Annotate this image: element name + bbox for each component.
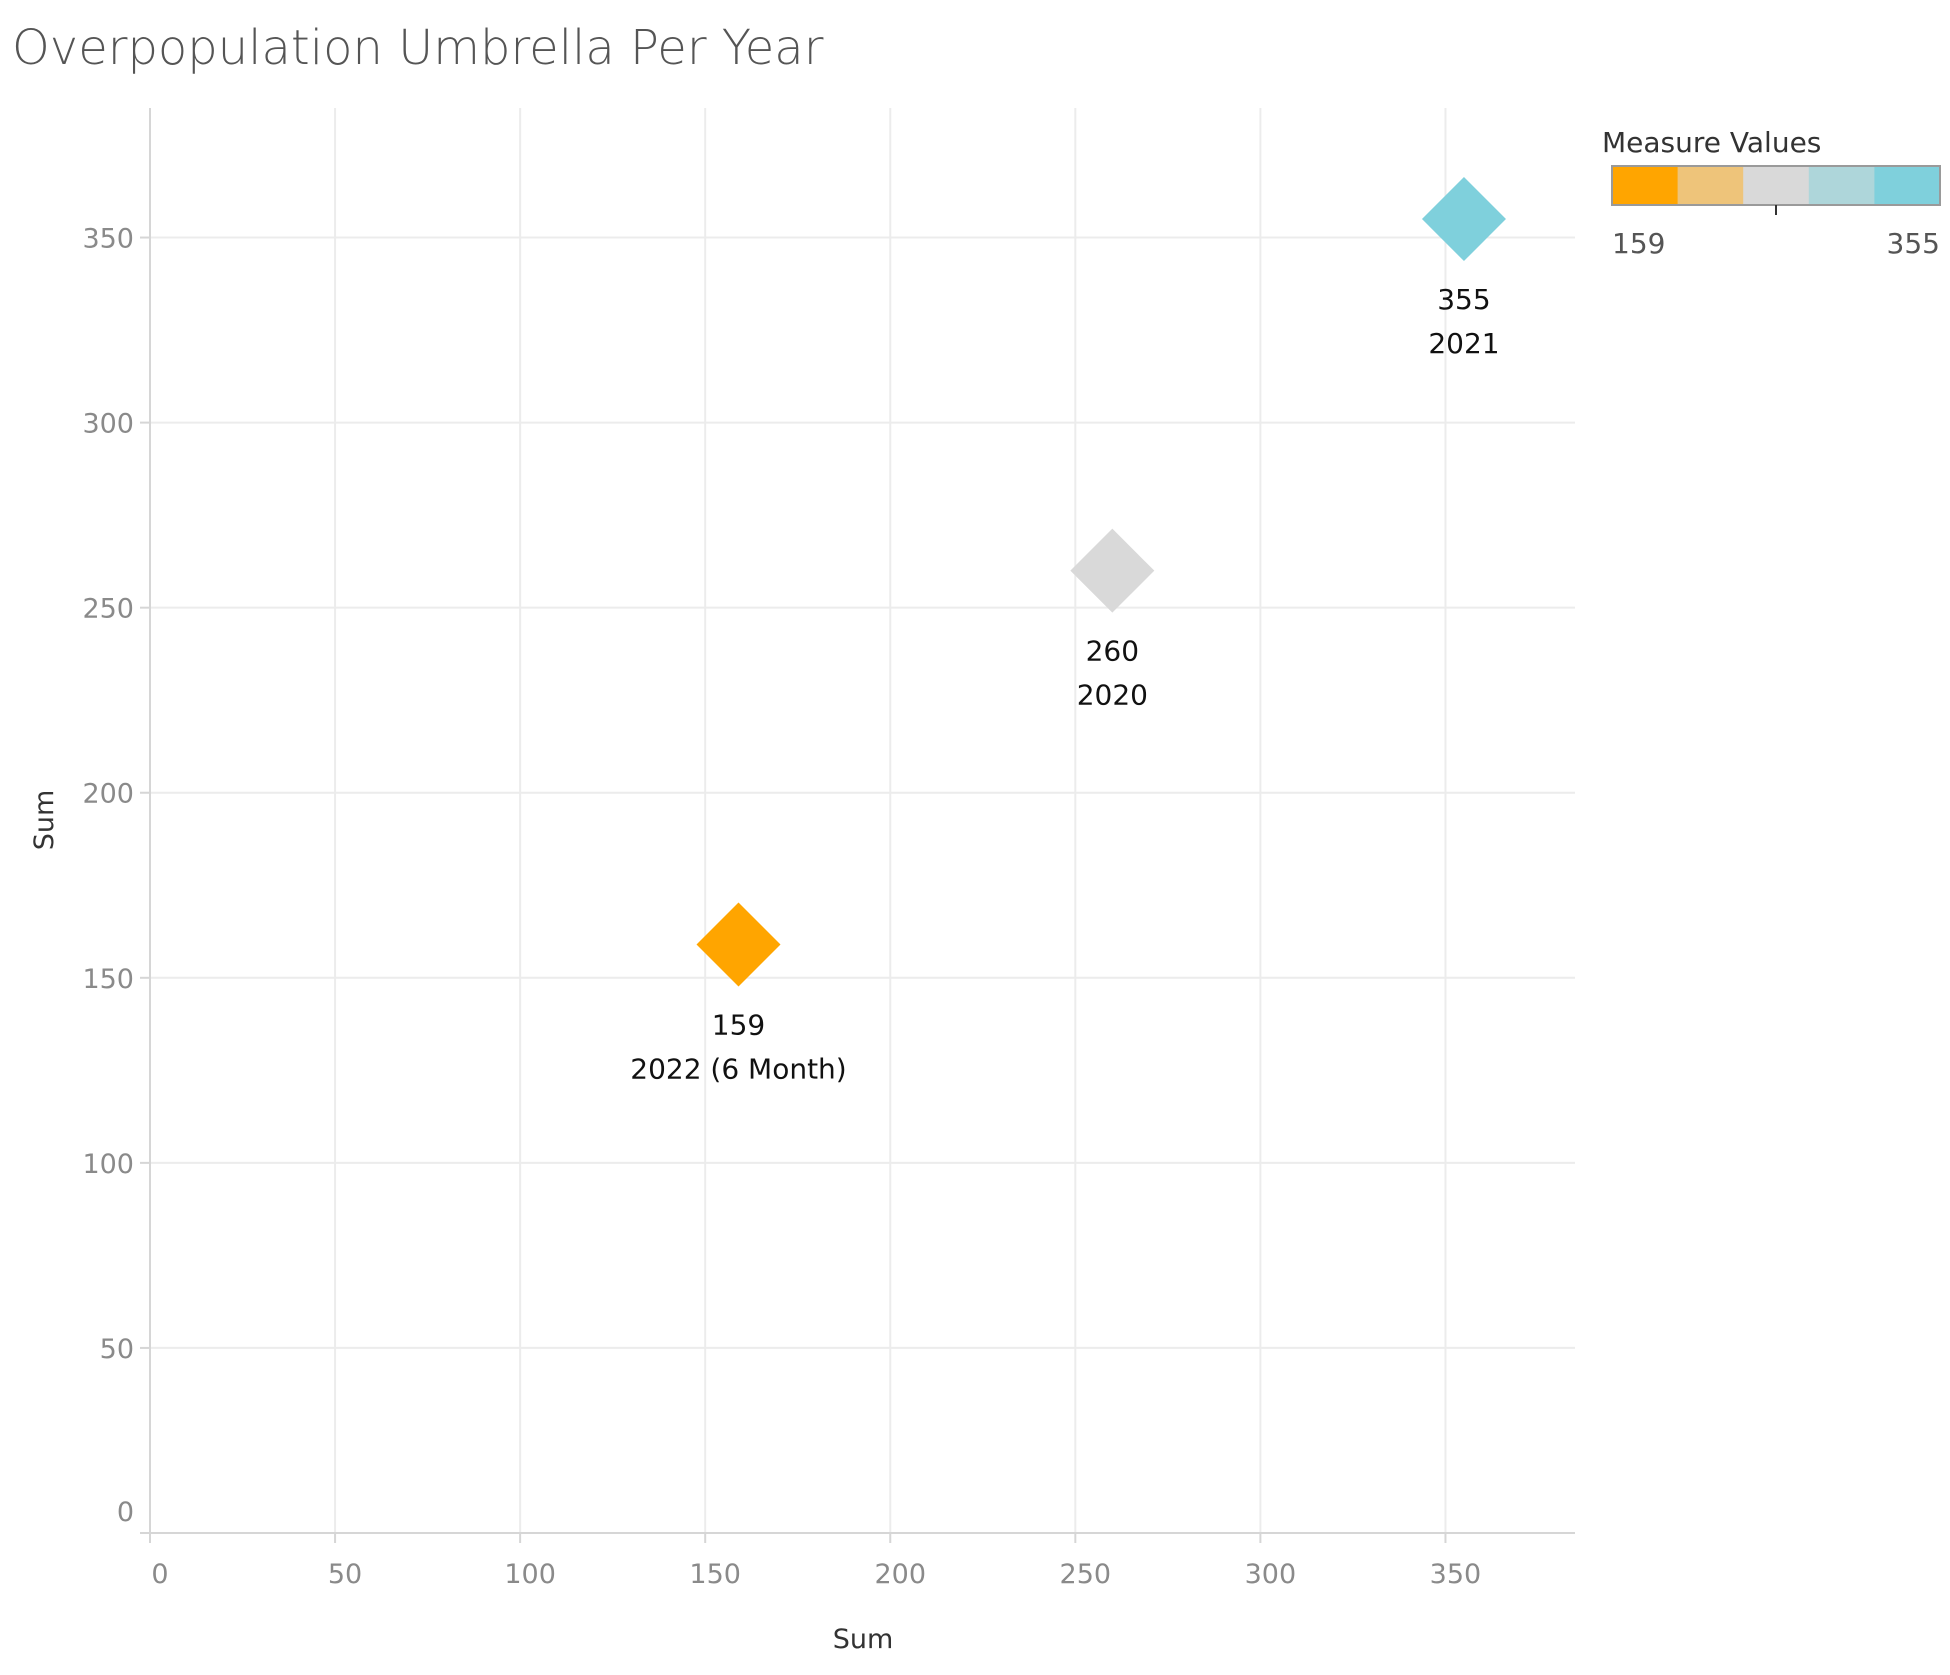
- data-label-year: 2022 (6 Month): [630, 1052, 846, 1085]
- y-tick-label: 300: [82, 409, 134, 440]
- x-tick-label: 100: [504, 1559, 556, 1590]
- x-tick-label: 300: [1245, 1559, 1297, 1590]
- chart-title: Overpopulation Umbrella Per Year: [12, 20, 824, 76]
- data-label-value: 355: [1437, 283, 1490, 316]
- grid: [149, 108, 1575, 1534]
- x-tick-label: 150: [689, 1559, 741, 1590]
- legend-color-swatch: [1743, 166, 1810, 205]
- legend-max-label: 355: [1887, 227, 1940, 260]
- x-tick-label: 0: [151, 1559, 168, 1590]
- legend-color-swatch: [1677, 166, 1744, 205]
- axes: 0 50 100 150 200 250 300 350 0 50 100 150 200 250 300 3…: [29, 108, 1575, 1655]
- legend-color-swatch: [1612, 166, 1679, 205]
- data-point-diamond: [1070, 528, 1155, 613]
- y-tick-label: 0: [117, 1497, 134, 1528]
- data-label-year: 2021: [1428, 327, 1499, 360]
- legend-color-swatch: [1808, 166, 1875, 205]
- data-label-value: 260: [1086, 635, 1139, 668]
- y-tick-label: 150: [82, 964, 134, 995]
- y-tick-label: 100: [82, 1149, 134, 1180]
- y-tick-label: 350: [82, 224, 134, 255]
- x-axis-title: Sum: [833, 1624, 894, 1655]
- y-tick-label: 250: [82, 594, 134, 625]
- legend-color-swatch: [1874, 166, 1941, 205]
- y-tick-label: 200: [82, 779, 134, 810]
- x-tick-label: 250: [1060, 1559, 1112, 1590]
- x-tick-label: 200: [874, 1559, 926, 1590]
- y-axis-title: Sum: [29, 790, 60, 851]
- data-label-year: 2020: [1077, 679, 1148, 712]
- point-labels: 159 2022 (6 Month) 260 2020 355 2021: [630, 283, 1499, 1085]
- y-tick-label: 50: [100, 1334, 134, 1365]
- x-tick-label: 50: [328, 1559, 362, 1590]
- legend: Measure Values 159 355: [1602, 126, 1941, 260]
- data-point-diamond: [696, 902, 781, 987]
- data-point-diamond: [1421, 177, 1506, 262]
- data-points: [696, 177, 1506, 987]
- legend-min-label: 159: [1612, 227, 1665, 260]
- x-tick-label: 350: [1430, 1559, 1482, 1590]
- legend-title: Measure Values: [1602, 126, 1821, 159]
- data-label-value: 159: [712, 1008, 765, 1041]
